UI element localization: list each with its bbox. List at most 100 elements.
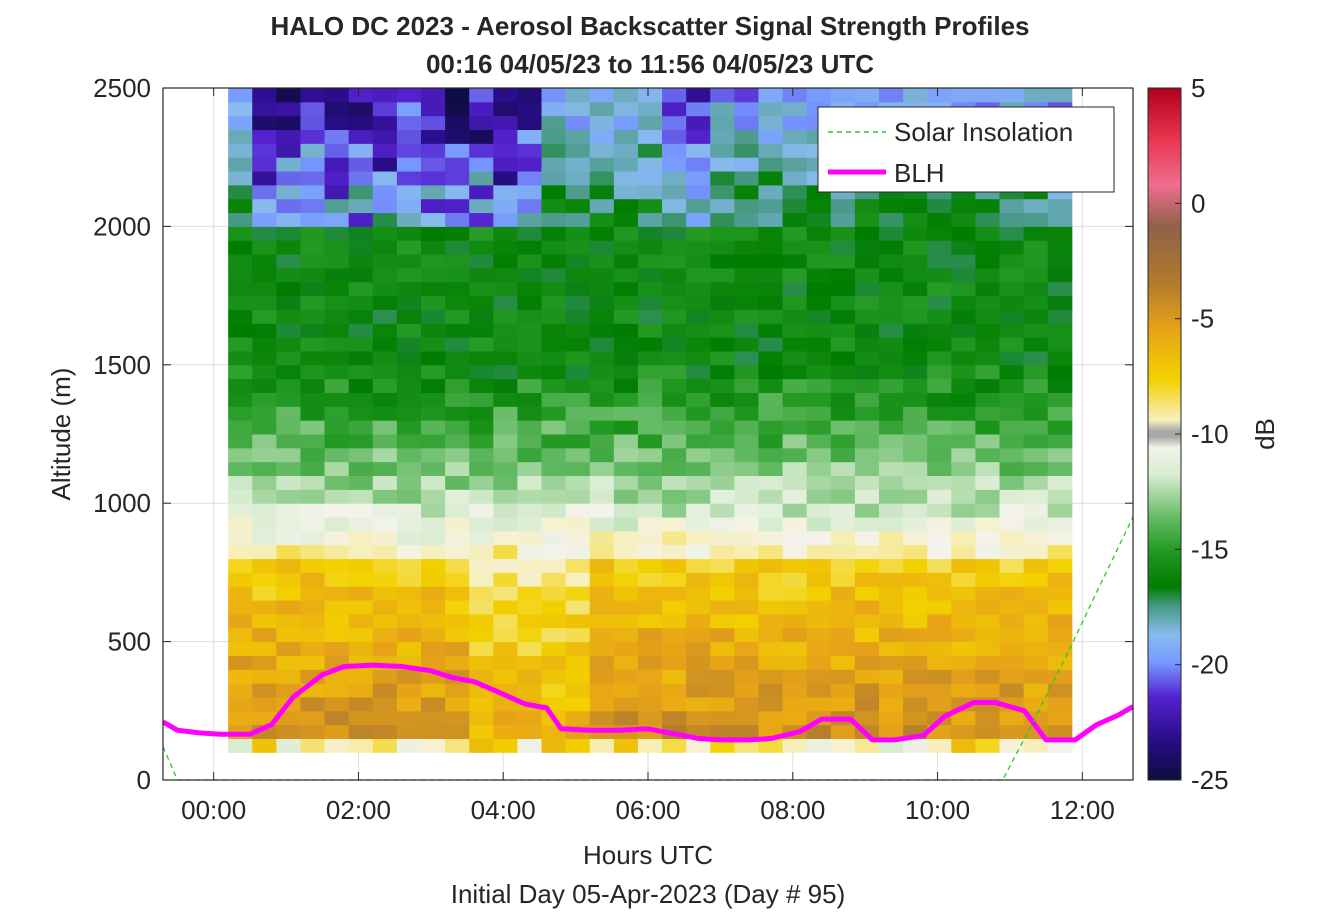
heatmap-cell (300, 88, 326, 103)
heatmap-cell (951, 323, 976, 338)
heatmap-cell (830, 558, 856, 573)
heatmap-cell (324, 544, 350, 560)
heatmap-cell (396, 184, 422, 200)
heatmap-cell (469, 724, 494, 739)
heatmap-cell (999, 627, 1025, 643)
heatmap-cell (324, 198, 350, 214)
heatmap-cell (228, 586, 253, 601)
heatmap-cell (1047, 254, 1073, 269)
heatmap-cell (228, 475, 253, 490)
heatmap-cell (903, 475, 928, 490)
heatmap-cell (445, 655, 470, 670)
heatmap-cell (686, 489, 711, 504)
heatmap-cell (782, 198, 808, 214)
heatmap-cell (348, 337, 374, 352)
heatmap-cell (710, 171, 735, 186)
heatmap-cell (228, 88, 253, 103)
heatmap-cell (686, 240, 711, 255)
heatmap-cell (951, 309, 976, 324)
heatmap-cell (710, 364, 735, 380)
heatmap-cell (324, 641, 350, 656)
heatmap-cell (758, 281, 784, 297)
heatmap-cell (662, 143, 687, 158)
heatmap-cell (517, 669, 543, 684)
heatmap-cell (228, 696, 253, 712)
heatmap-cell (854, 420, 880, 435)
heatmap-cell (324, 475, 350, 490)
heatmap-cell (372, 517, 398, 532)
heatmap-cell (324, 157, 350, 172)
heatmap-cell (927, 267, 952, 283)
heatmap-cell (420, 517, 446, 532)
heatmap-cell (662, 198, 687, 214)
heatmap-cell (999, 434, 1025, 449)
legend-box (817, 106, 1115, 193)
heatmap-cell (396, 240, 422, 255)
colorbar-tick-label: -20 (1191, 650, 1229, 680)
heatmap-cell (469, 267, 494, 283)
heatmap-cell (517, 503, 543, 518)
heatmap-cell (951, 613, 976, 629)
heatmap-cell (541, 503, 567, 518)
heatmap-cell (854, 669, 880, 684)
heatmap-cell (854, 558, 880, 573)
heatmap-cell (903, 738, 928, 753)
heatmap-cell (541, 558, 567, 573)
heatmap-cell (372, 489, 398, 504)
heatmap-cell (758, 212, 784, 227)
heatmap-cell (372, 710, 398, 726)
heatmap-cell (975, 489, 1001, 504)
heatmap-cell (662, 738, 687, 753)
heatmap-cell (613, 129, 639, 144)
heatmap-cell (324, 212, 350, 227)
heatmap-cell (830, 240, 856, 255)
heatmap-cell (469, 489, 494, 504)
heatmap-cell (324, 406, 350, 421)
heatmap-cell (782, 184, 808, 200)
heatmap-cell (324, 323, 350, 338)
heatmap-cell (276, 475, 301, 490)
heatmap-cell (396, 447, 422, 463)
heatmap-cell (662, 434, 687, 449)
heatmap-cell (300, 447, 326, 463)
heatmap-cell (469, 240, 494, 255)
heatmap-cell (854, 517, 880, 532)
heatmap-cell (324, 240, 350, 255)
heatmap-cell (806, 267, 832, 283)
heatmap-cell (854, 281, 880, 297)
heatmap-cell (517, 392, 543, 407)
heatmap-cell (348, 572, 374, 587)
heatmap-cell (613, 254, 639, 269)
heatmap-cell (878, 212, 904, 227)
heatmap-cell (300, 157, 326, 172)
heatmap-cell (324, 171, 350, 186)
heatmap-cell (710, 350, 735, 366)
heatmap-cell (300, 710, 326, 726)
heatmap-cell (252, 406, 277, 421)
heatmap-cell (662, 600, 687, 615)
heatmap-cell (782, 240, 808, 255)
heatmap-cell (348, 129, 374, 144)
heatmap-cell (1023, 254, 1049, 269)
heatmap-cell (324, 517, 350, 532)
heatmap-cell (975, 627, 1001, 643)
heatmap-cell (228, 364, 253, 380)
heatmap-cell (252, 157, 277, 172)
heatmap-cell (734, 323, 759, 338)
heatmap-cell (710, 392, 735, 407)
heatmap-cell (878, 503, 904, 518)
heatmap-cell (830, 683, 856, 698)
heatmap-cell (420, 281, 446, 297)
heatmap-cell (276, 724, 301, 739)
heatmap-cell (372, 461, 398, 477)
heatmap-cell (613, 600, 639, 615)
colorbar-label: dB (1250, 418, 1280, 450)
heatmap-cell (1023, 586, 1049, 601)
heatmap-cell (734, 434, 759, 449)
heatmap-cell (541, 240, 567, 255)
heatmap-cell (975, 420, 1001, 435)
heatmap-cell (348, 295, 374, 310)
colorbar-tick-label: 5 (1191, 73, 1205, 103)
heatmap-cell (854, 350, 880, 366)
heatmap-cell (396, 586, 422, 601)
